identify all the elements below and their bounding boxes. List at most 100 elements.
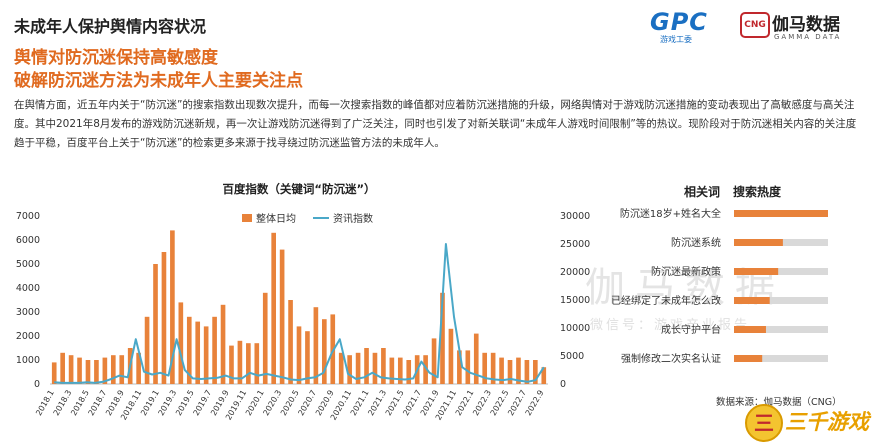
bar [94,360,99,384]
heat-bar [734,326,766,333]
description-paragraph: 在舆情方面，近五年内关于“防沉迷”的搜索指数出现数次提升，而每一次搜索指数的峰值… [14,99,857,149]
bar [60,352,65,384]
legend-bar-swatch [242,214,252,222]
headline-2: 破解防沉迷方法为未成年人主要关注点 [14,71,303,91]
bar [68,355,74,384]
bar [465,350,471,384]
chart-title: 百度指数（关键词“防沉迷”） [222,182,375,196]
bar [423,355,428,384]
bar [448,328,454,384]
bar [440,292,445,384]
left-axis-tick: 2000 [16,331,40,342]
bar [490,352,496,384]
bar [507,360,513,384]
left-axis-tick: 7000 [16,211,40,222]
bar [195,321,201,384]
heat-bar [734,355,763,362]
bar [136,352,141,384]
left-axis-tick: 4000 [16,283,40,294]
related-word-label: 防沉迷系统 [671,236,721,249]
left-axis-tick: 0 [34,379,40,390]
bar [288,300,293,384]
headline-1: 舆情对防沉迷保持高敏感度 [14,48,218,68]
related-word-label: 成长守护平台 [661,323,721,336]
bar [279,249,285,384]
bar [431,338,437,384]
page-title: 未成年人保护舆情内容状况 [14,17,207,36]
right-axis-tick: 10000 [560,323,590,334]
bar [347,355,352,384]
right-axis-tick: 5000 [560,351,584,362]
bar [364,348,369,384]
heat-bar [734,239,783,246]
line-series-news-index [54,243,545,384]
watermark-sub: 微信号：游戏产业报告 [590,318,751,333]
bar [178,302,184,384]
heat-bar [734,210,828,217]
bar [338,352,344,384]
bar [473,333,479,384]
bar [153,264,158,384]
bar [397,357,403,384]
heat-track [734,355,828,362]
bar [77,357,82,384]
bar [161,252,167,384]
bar [119,355,125,384]
bar [203,326,209,384]
left-axis-tick: 1000 [16,355,40,366]
bar [144,316,150,384]
right-axis-tick: 30000 [560,211,590,222]
bar [541,367,547,384]
bar [372,352,378,384]
related-word-label: 强制修改二次实名认证 [621,352,721,365]
legend-line-label: 资讯指数 [333,212,373,225]
bar [212,316,217,384]
bar [51,362,57,384]
right-axis-tick: 20000 [560,267,590,278]
related-words-header: 相关词 [684,185,721,199]
legend-bar-label: 整体日均 [256,212,296,225]
heat-track [734,297,828,304]
bar [322,319,327,384]
right-axis-tick: 15000 [560,295,590,306]
bar [381,348,386,384]
bar [533,360,538,384]
search-heat-header: 搜索热度 [733,185,782,199]
data-source: 数据来源：伽马数据（CNG） [716,397,842,408]
right-axis-tick: 0 [560,379,566,390]
bar [482,352,488,384]
bar [313,307,319,384]
bar [220,304,226,384]
bar [271,232,276,384]
bar [389,357,395,384]
bar [170,230,175,384]
bar [85,360,91,384]
corner-logo: 三 三千游戏 [745,402,880,442]
left-axis-tick: 5000 [16,259,40,270]
bar [246,343,251,384]
gpc-logo: GPC 游戏工委 [650,8,708,44]
related-word-label: 已经绑定了未成年怎么改 [611,294,721,307]
right-axis-tick: 25000 [560,239,590,250]
left-axis-tick: 3000 [16,307,40,318]
related-word-label: 防沉迷最新政策 [651,265,721,278]
heat-bar [734,268,779,275]
left-axis-tick: 6000 [16,235,40,246]
bar [516,357,521,384]
bar [406,360,412,384]
bar [355,352,361,384]
bar [330,314,336,384]
bar [229,345,234,384]
bar [499,357,504,384]
bar [186,316,192,384]
bar [102,357,108,384]
bar [237,340,243,384]
bar [296,326,302,384]
related-word-label: 防沉迷18岁+姓名大全 [620,207,721,220]
bar [305,331,310,384]
bar [457,350,462,384]
heat-bar [734,297,770,304]
bar [110,355,116,384]
bar [262,292,268,384]
